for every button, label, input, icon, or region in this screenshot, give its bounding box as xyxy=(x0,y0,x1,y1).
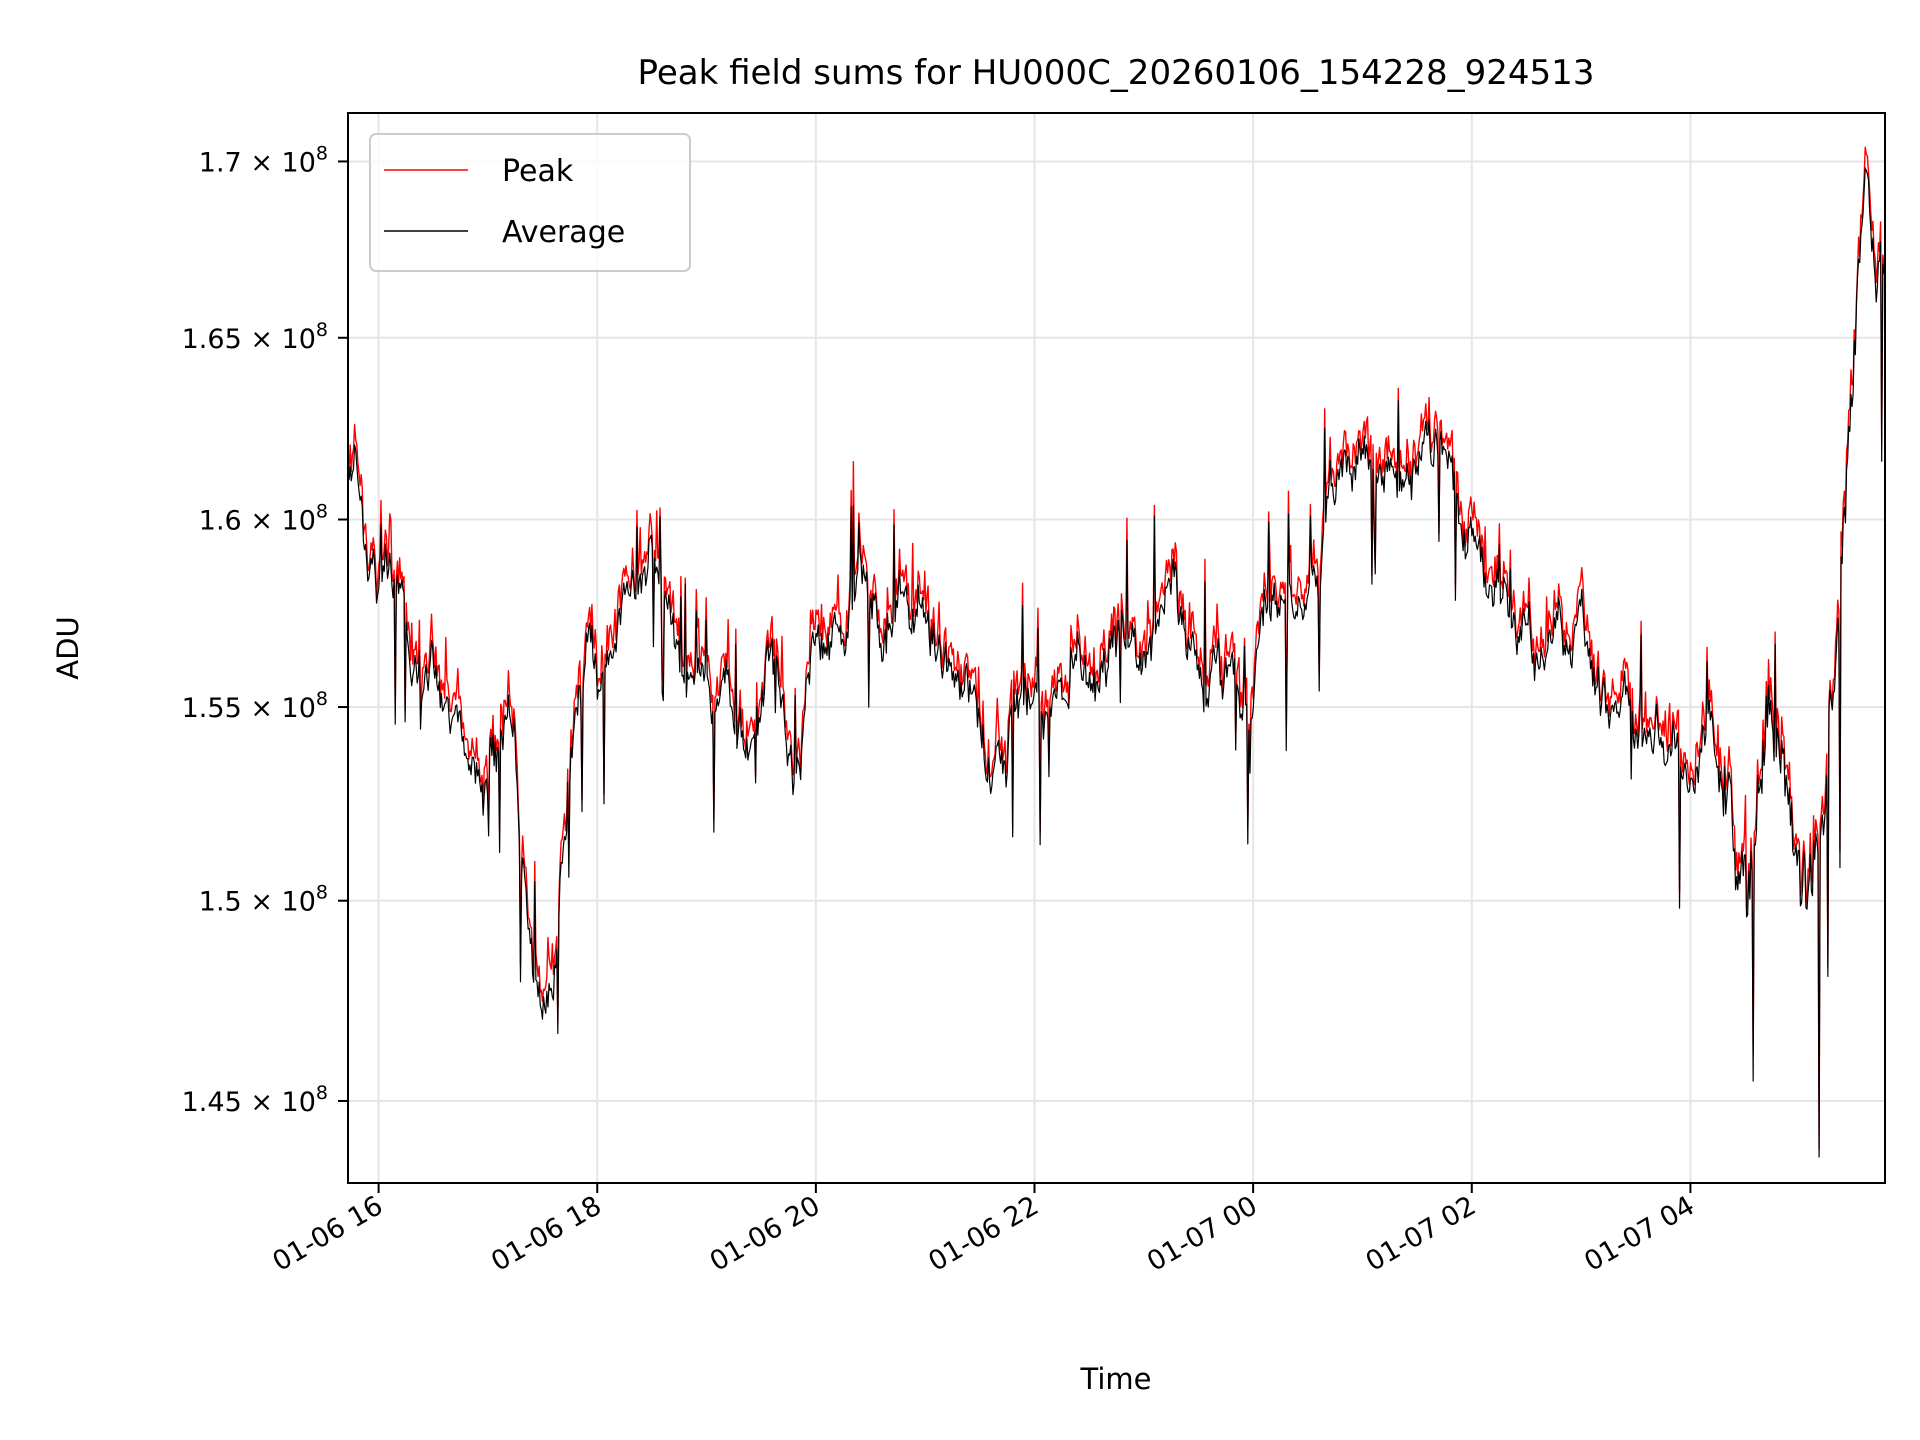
y-tick-mantissa: 1.5 xyxy=(199,887,242,918)
y-tick-times: × xyxy=(242,693,282,724)
y-tick-base: 10 xyxy=(282,1087,316,1118)
plot-frame xyxy=(347,112,1886,1184)
y-tick-base: 10 xyxy=(282,147,316,178)
y-tick-times: × xyxy=(242,506,282,537)
y-axis-label: ADU xyxy=(51,616,85,679)
y-tick-mantissa: 1.6 xyxy=(199,506,242,537)
x-axis-label: Time xyxy=(1080,1362,1152,1396)
y-tick-times: × xyxy=(242,324,282,355)
y-tick-times: × xyxy=(242,1087,282,1118)
y-tick-mantissa: 1.65 xyxy=(182,324,242,355)
legend-average-label: Average xyxy=(502,215,625,250)
y-tick-label: 1.7 × 108 xyxy=(199,142,328,178)
y-tick-label: 1.6 × 108 xyxy=(199,501,328,537)
legend-frame xyxy=(369,133,691,272)
y-tick-base: 10 xyxy=(282,506,316,537)
series-layer xyxy=(348,146,1885,1158)
legend: Peak Average xyxy=(369,133,691,272)
y-tick-label: 1.55 × 108 xyxy=(182,688,328,724)
y-tick-mantissa: 1.7 xyxy=(199,147,242,178)
chart-title: Peak field sums for HU000C_20260106_1542… xyxy=(638,53,1595,93)
y-tick-mantissa: 1.45 xyxy=(182,1087,242,1118)
y-tick-exponent: 8 xyxy=(316,882,328,904)
y-tick-base: 10 xyxy=(282,887,316,918)
average-series-line xyxy=(348,167,1885,1158)
y-tick-label: 1.45 × 108 xyxy=(182,1082,328,1118)
y-tick-mantissa: 1.55 xyxy=(182,693,242,724)
y-tick-exponent: 8 xyxy=(316,142,328,164)
y-tick-times: × xyxy=(242,887,282,918)
legend-peak-label: Peak xyxy=(502,154,574,189)
y-tick-times: × xyxy=(242,147,282,178)
y-tick-exponent: 8 xyxy=(316,1082,328,1104)
y-tick-base: 10 xyxy=(282,693,316,724)
y-tick-label: 1.5 × 108 xyxy=(199,882,328,918)
y-tick-exponent: 8 xyxy=(316,501,328,523)
y-tick-exponent: 8 xyxy=(316,319,328,341)
grid xyxy=(348,113,1885,1183)
y-tick-base: 10 xyxy=(282,324,316,355)
y-tick-label: 1.65 × 108 xyxy=(182,319,328,355)
y-tick-exponent: 8 xyxy=(316,688,328,710)
